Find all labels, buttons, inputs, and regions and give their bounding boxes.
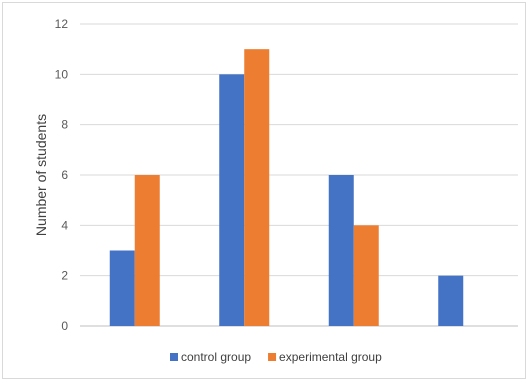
bars — [109, 49, 464, 327]
bar-experimental-group — [353, 225, 379, 326]
bar-control-group — [109, 250, 135, 326]
y-axis-label: Number of students — [33, 114, 49, 236]
bar-control-group — [219, 74, 245, 326]
bar-experimental-group — [134, 175, 160, 326]
legend-swatch — [170, 353, 178, 361]
y-tick-label: 12 — [55, 17, 69, 31]
y-tick-label: 6 — [61, 168, 68, 182]
legend: control group experimental group — [170, 350, 382, 364]
y-tick-labels: 0 2 4 6 8 10 12 — [55, 17, 69, 333]
y-tick-label: 0 — [61, 319, 68, 333]
bar-experimental-group — [244, 49, 270, 327]
y-tick-label: 4 — [61, 218, 68, 232]
legend-label: control group — [181, 350, 251, 364]
legend-label: experimental group — [279, 350, 382, 364]
bar-control-group — [438, 275, 464, 326]
y-tick-label: 10 — [55, 67, 69, 81]
bar-control-group — [328, 175, 354, 326]
y-tick-label: 8 — [61, 118, 68, 132]
legend-swatch — [268, 353, 277, 361]
y-tick-label: 2 — [61, 269, 68, 283]
